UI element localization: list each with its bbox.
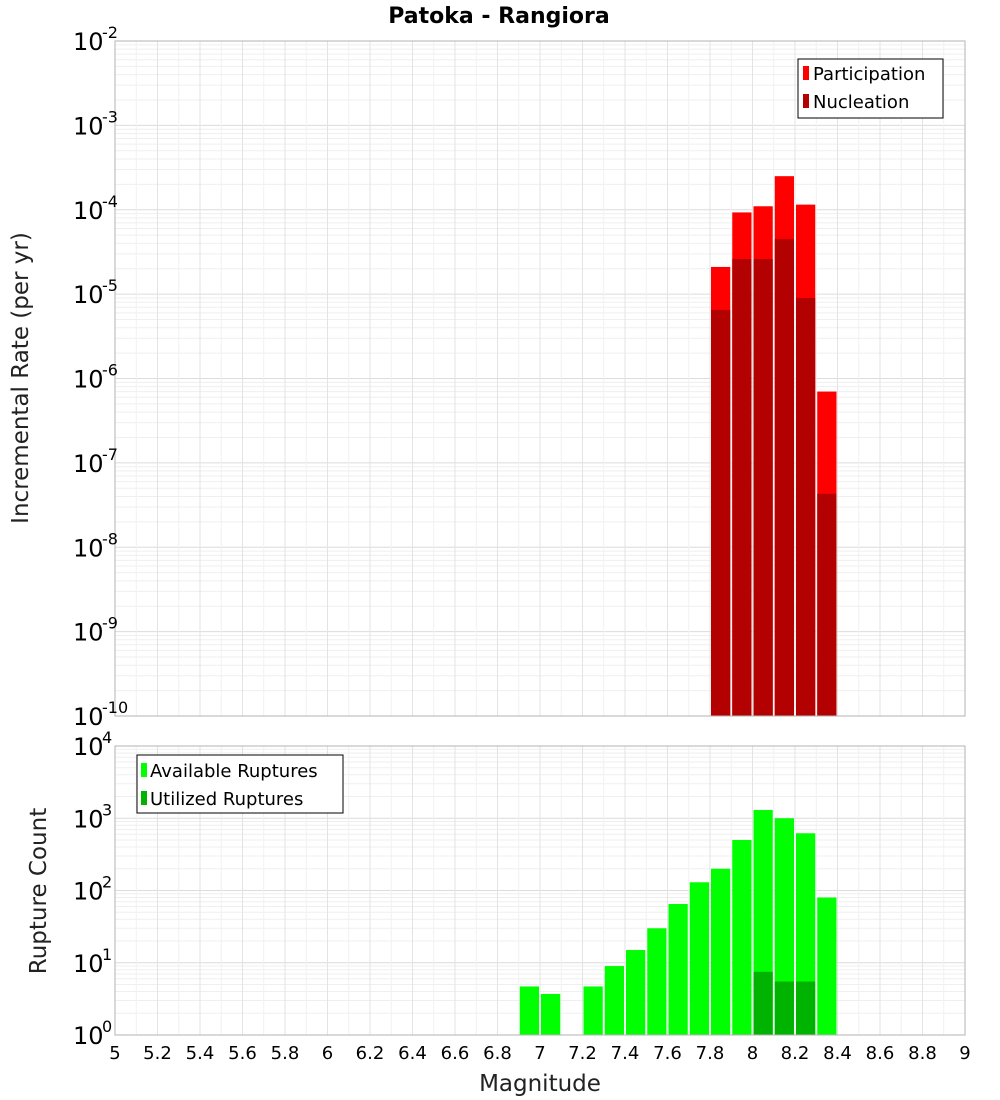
top-y-tick-exponent: -7	[102, 445, 118, 464]
bottom-y-tick-base: 10	[73, 733, 104, 761]
bottom-bar-available-ruptures	[626, 950, 646, 1035]
bottom-bar-available-ruptures	[732, 839, 752, 1035]
legend-nucleation-swatch	[803, 94, 809, 108]
bottom-legend-box	[136, 754, 344, 814]
top-y-tick-exponent: -10	[102, 698, 128, 717]
bottom-bar-utilized-ruptures	[796, 981, 816, 1035]
top-y-tick-exponent: -8	[102, 529, 118, 548]
top-bar-nucleation	[753, 259, 773, 716]
top-legend: Participation Nucleation	[797, 58, 944, 119]
x-tick-label: 8.6	[866, 1043, 895, 1064]
bottom-bar-available-ruptures	[541, 993, 561, 1035]
bottom-y-tick-exponent: 1	[102, 945, 112, 964]
top-y-axis-label: Incremental Rate (per yr)	[8, 232, 34, 524]
chart-title: Patoka - Rangiora	[388, 4, 609, 29]
x-tick-label: 5.4	[186, 1043, 215, 1064]
bottom-bar-available-ruptures	[604, 966, 624, 1035]
bottom-bar-utilized-ruptures	[774, 981, 794, 1035]
top-y-tick-exponent: -3	[102, 107, 118, 126]
x-tick-label: 5.2	[143, 1043, 172, 1064]
x-tick-label: 7.2	[568, 1043, 597, 1064]
top-y-tick-base: 10	[73, 197, 104, 225]
x-tick-label: 7.6	[653, 1043, 682, 1064]
bottom-y-tick-exponent: 0	[102, 1017, 112, 1036]
bottom-bar-available-ruptures	[519, 986, 539, 1035]
top-y-tick-base: 10	[73, 28, 104, 56]
x-tick-label: 8	[747, 1043, 758, 1064]
top-bars	[711, 176, 837, 717]
top-legend-box	[797, 58, 944, 119]
top-grid	[115, 40, 965, 717]
x-axis-label: Magnitude	[479, 1071, 601, 1097]
bottom-y-tick-base: 10	[73, 805, 104, 833]
x-tick-label: 7	[534, 1043, 545, 1064]
x-tick-label: 6.2	[356, 1043, 385, 1064]
x-tick-label: 8.4	[823, 1043, 852, 1064]
x-tick-label: 8.2	[781, 1043, 810, 1064]
x-tick-label: 6.6	[441, 1043, 470, 1064]
x-tick-label: 5.6	[228, 1043, 257, 1064]
x-tick-label: 6	[322, 1043, 333, 1064]
top-plot-frame	[114, 40, 966, 717]
top-y-tick-base: 10	[73, 281, 104, 309]
bottom-bar-available-ruptures	[817, 897, 837, 1035]
x-tick-label: 5	[109, 1043, 120, 1064]
legend-utilized-label: Utilized Ruptures	[150, 789, 303, 810]
legend-available-label: Available Ruptures	[150, 761, 318, 782]
x-tick-label: 7.4	[611, 1043, 640, 1064]
bottom-bar-available-ruptures	[647, 928, 667, 1035]
x-ticks: 5 5.2 5.4 5.6 5.8 6 6.2 6.4 6.6 6.8 7 7.2 7.4 7.6 7.8 8…	[109, 1043, 970, 1064]
top-y-tick-base: 10	[73, 366, 104, 394]
top-y-tick-exponent: -4	[102, 192, 118, 211]
top-y-tick-base: 10	[73, 534, 104, 562]
x-tick-label: 7.8	[696, 1043, 725, 1064]
x-tick-label: 6.8	[483, 1043, 512, 1064]
top-y-tick-base: 10	[73, 112, 104, 140]
top-bar-nucleation	[732, 259, 752, 716]
bottom-y-tick-base: 10	[73, 950, 104, 978]
legend-participation-label: Participation	[813, 64, 925, 85]
top-y-tick-base: 10	[73, 619, 104, 647]
legend-participation-swatch	[803, 66, 809, 80]
bottom-y-tick-base: 10	[73, 878, 104, 906]
legend-nucleation-label: Nucleation	[813, 92, 909, 113]
x-tick-label: 6.4	[398, 1043, 427, 1064]
bottom-y-tick-base: 10	[73, 1022, 104, 1050]
bottom-bar-available-ruptures	[774, 818, 794, 1035]
top-y-tick-exponent: -6	[102, 361, 118, 380]
top-bar-nucleation	[711, 309, 731, 716]
bottom-bar-available-ruptures	[583, 986, 603, 1035]
top-y-tick-base: 10	[73, 450, 104, 478]
bottom-y-axis-label: Rupture Count	[26, 808, 52, 974]
x-tick-label: 8.8	[908, 1043, 937, 1064]
top-bar-nucleation	[774, 239, 794, 716]
legend-available-swatch	[141, 763, 147, 777]
top-y-tick-exponent: -9	[102, 614, 118, 633]
x-tick-label: 9	[959, 1043, 970, 1064]
top-y-tick-base: 10	[73, 703, 104, 731]
bottom-bar-available-ruptures	[668, 904, 688, 1035]
bottom-y-tick-exponent: 3	[102, 800, 112, 819]
bottom-bar-available-ruptures	[689, 882, 709, 1035]
top-bar-nucleation	[796, 297, 816, 716]
bottom-bar-utilized-ruptures	[753, 971, 773, 1035]
top-bar-nucleation	[817, 493, 837, 716]
bottom-bars	[519, 810, 837, 1035]
bottom-y-tick-exponent: 4	[102, 728, 112, 747]
legend-utilized-swatch	[141, 791, 147, 805]
top-y-tick-exponent: -2	[102, 23, 118, 42]
bottom-y-tick-exponent: 2	[102, 873, 112, 892]
bottom-legend: Available Ruptures Utilized Ruptures	[136, 754, 344, 814]
top-y-tick-exponent: -5	[102, 276, 118, 295]
x-tick-label: 5.8	[271, 1043, 300, 1064]
bottom-plot-frame	[114, 745, 966, 1036]
bottom-bar-available-ruptures	[711, 868, 731, 1035]
